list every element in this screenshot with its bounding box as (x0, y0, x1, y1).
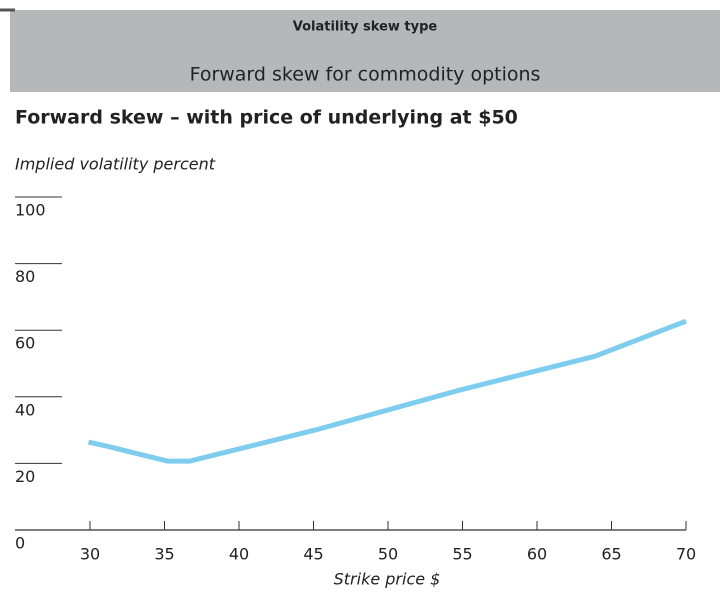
x-tick-label: 65 (601, 545, 621, 564)
y-tick-label: 0 (15, 534, 25, 553)
x-axis-label: Strike price $ (334, 570, 441, 589)
y-tick-label: 40 (15, 400, 35, 419)
chart-title: Forward skew – with price of underlying … (15, 107, 518, 129)
line-series (87, 318, 687, 464)
y-tick-label: 20 (15, 467, 35, 486)
x-tick-label: 45 (303, 545, 323, 564)
y-tick-label: 80 (15, 267, 35, 286)
x-tick-label: 50 (378, 545, 398, 564)
x-tick-label: 60 (527, 545, 547, 564)
header-band (10, 10, 720, 92)
x-tick-label: 55 (452, 545, 472, 564)
y-tick-label: 100 (15, 201, 46, 220)
header-subtitle: Forward skew for commodity options (190, 64, 541, 86)
y-tick-label: 60 (15, 334, 35, 353)
x-tick-label: 70 (676, 545, 696, 564)
y-axis-label: Implied volatility percent (15, 155, 216, 174)
header-label: Volatility skew type (293, 20, 438, 35)
x-tick-label: 40 (229, 545, 249, 564)
x-tick-label: 35 (154, 545, 174, 564)
x-tick-label: 30 (80, 545, 100, 564)
